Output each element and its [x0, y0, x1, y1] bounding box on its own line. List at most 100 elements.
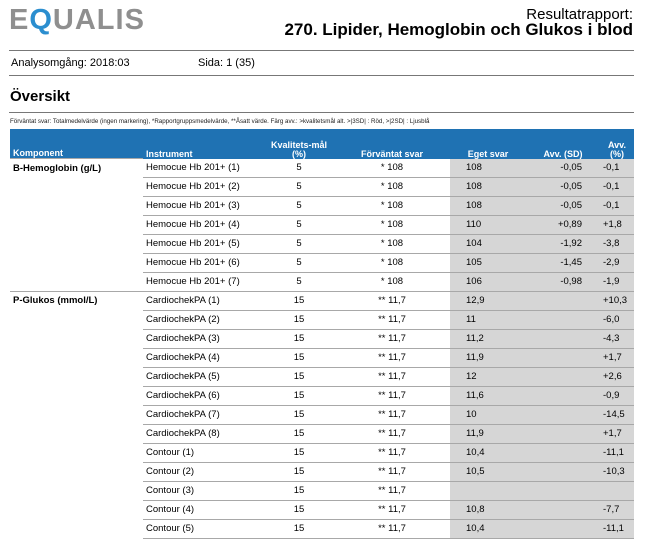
- table-row: Hemocue Hb 201+ (7) 5 * 108 106 -0,98 -1,9: [10, 272, 634, 292]
- row-eget-svar: 11: [450, 310, 526, 330]
- row-forvantat: * 108: [334, 253, 450, 273]
- row-kvalitetsmal: 15: [264, 329, 334, 349]
- row-avv-sd: -1,92: [526, 234, 600, 254]
- table-row: CardiochekPA (8) 15 ** 11,7 11,9 +1,7: [10, 424, 634, 444]
- row-instrument: CardiochekPA (1): [143, 291, 264, 311]
- row-eget-svar: 110: [450, 215, 526, 235]
- row-kvalitetsmal: 15: [264, 386, 334, 406]
- row-eget-svar: [450, 481, 526, 501]
- row-eget-svar: 10: [450, 405, 526, 425]
- row-eget-svar: 11,2: [450, 329, 526, 349]
- row-kvalitetsmal: 15: [264, 424, 334, 444]
- row-eget-svar: 108: [450, 158, 526, 178]
- row-forvantat: ** 11,7: [334, 424, 450, 444]
- row-avv-sd: [526, 310, 600, 330]
- legend-note: Förväntat svar: Totalmedelvärde (ingen m…: [10, 118, 430, 125]
- row-avv-pct: -1,9: [600, 272, 634, 292]
- row-eget-svar: 11,6: [450, 386, 526, 406]
- row-instrument: CardiochekPA (2): [143, 310, 264, 330]
- table-row: Contour (1) 15 ** 11,7 10,4 -11,1: [10, 443, 634, 463]
- row-kvalitetsmal: 15: [264, 519, 334, 539]
- row-avv-pct: -6,0: [600, 310, 634, 330]
- row-avv-sd: [526, 424, 600, 444]
- row-forvantat: ** 11,7: [334, 462, 450, 482]
- page-info: Sida: 1 (35): [198, 57, 255, 69]
- row-avv-sd: [526, 291, 600, 311]
- row-avv-sd: +0,89: [526, 215, 600, 235]
- row-kvalitetsmal: 15: [264, 443, 334, 463]
- table-row: Contour (2) 15 ** 11,7 10,5 -10,3: [10, 462, 634, 482]
- row-eget-svar: 10,4: [450, 519, 526, 539]
- row-forvantat: * 108: [334, 272, 450, 292]
- row-instrument: Hemocue Hb 201+ (1): [143, 158, 264, 178]
- row-eget-svar: 108: [450, 196, 526, 216]
- round-info: Analysomgång: 2018:03: [11, 57, 130, 69]
- row-instrument: Hemocue Hb 201+ (5): [143, 234, 264, 254]
- row-komponent: [10, 253, 143, 272]
- table-row: Contour (4) 15 ** 11,7 10,8 -7,7: [10, 500, 634, 520]
- row-eget-svar: 11,9: [450, 348, 526, 368]
- table-body: B-Hemoglobin (g/L) Hemocue Hb 201+ (1) 5 * …: [10, 158, 634, 539]
- row-instrument: Hemocue Hb 201+ (4): [143, 215, 264, 235]
- row-avv-sd: -1,45: [526, 253, 600, 273]
- row-avv-pct: -0,1: [600, 177, 634, 197]
- row-komponent: [10, 405, 143, 424]
- table-header-row: Komponent Instrument Kvalitets-mål (%) F…: [10, 129, 634, 159]
- row-avv-pct: -14,5: [600, 405, 634, 425]
- row-eget-svar: 11,9: [450, 424, 526, 444]
- row-instrument: CardiochekPA (7): [143, 405, 264, 425]
- row-avv-pct: +1,7: [600, 424, 634, 444]
- row-komponent: [10, 329, 143, 348]
- row-avv-pct: -2,9: [600, 253, 634, 273]
- table-row: Hemocue Hb 201+ (5) 5 * 108 104 -1,92 -3,8: [10, 234, 634, 254]
- row-forvantat: ** 11,7: [334, 386, 450, 406]
- row-kvalitetsmal: 15: [264, 291, 334, 311]
- results-table: Komponent Instrument Kvalitets-mål (%) F…: [10, 129, 634, 539]
- row-forvantat: * 108: [334, 177, 450, 197]
- row-forvantat: * 108: [334, 158, 450, 178]
- table-row: Contour (5) 15 ** 11,7 10,4 -11,1: [10, 519, 634, 539]
- row-komponent: [10, 519, 143, 538]
- row-eget-svar: 12: [450, 367, 526, 387]
- row-avv-pct: -10,3: [600, 462, 634, 482]
- row-forvantat: * 108: [334, 196, 450, 216]
- table-row: Hemocue Hb 201+ (3) 5 * 108 108 -0,05 -0,1: [10, 196, 634, 216]
- row-komponent: [10, 500, 143, 519]
- header-avv-pct: Avv. (%): [600, 129, 634, 159]
- header-komponent: Komponent: [13, 148, 63, 158]
- row-instrument: CardiochekPA (4): [143, 348, 264, 368]
- table-row: CardiochekPA (5) 15 ** 11,7 12 +2,6: [10, 367, 634, 387]
- row-avv-pct: +2,6: [600, 367, 634, 387]
- divider: [9, 75, 634, 76]
- row-komponent: [10, 462, 143, 481]
- row-eget-svar: 104: [450, 234, 526, 254]
- row-avv-pct: -0,1: [600, 196, 634, 216]
- row-avv-pct: -11,1: [600, 519, 634, 539]
- row-forvantat: ** 11,7: [334, 291, 450, 311]
- header-forvantat: Förväntat svar: [360, 148, 424, 159]
- row-avv-sd: [526, 481, 600, 501]
- row-komponent: [10, 234, 143, 253]
- row-forvantat: ** 11,7: [334, 481, 450, 501]
- row-instrument: CardiochekPA (8): [143, 424, 264, 444]
- row-avv-pct: +10,3: [600, 291, 634, 311]
- row-kvalitetsmal: 15: [264, 367, 334, 387]
- row-komponent: [10, 310, 143, 329]
- row-avv-sd: [526, 500, 600, 520]
- divider: [9, 50, 634, 51]
- row-avv-sd: [526, 462, 600, 482]
- row-avv-pct: -4,3: [600, 329, 634, 349]
- row-komponent: [10, 196, 143, 215]
- row-kvalitetsmal: 5: [264, 158, 334, 178]
- row-komponent: [10, 481, 143, 500]
- row-forvantat: ** 11,7: [334, 500, 450, 520]
- row-avv-sd: -0,98: [526, 272, 600, 292]
- row-kvalitetsmal: 15: [264, 500, 334, 520]
- row-kvalitetsmal: 5: [264, 253, 334, 273]
- row-komponent: [10, 386, 143, 405]
- row-avv-sd: -0,05: [526, 196, 600, 216]
- row-instrument: Hemocue Hb 201+ (6): [143, 253, 264, 273]
- row-kvalitetsmal: 5: [264, 272, 334, 292]
- header-instrument: Instrument: [146, 148, 193, 159]
- row-forvantat: ** 11,7: [334, 443, 450, 463]
